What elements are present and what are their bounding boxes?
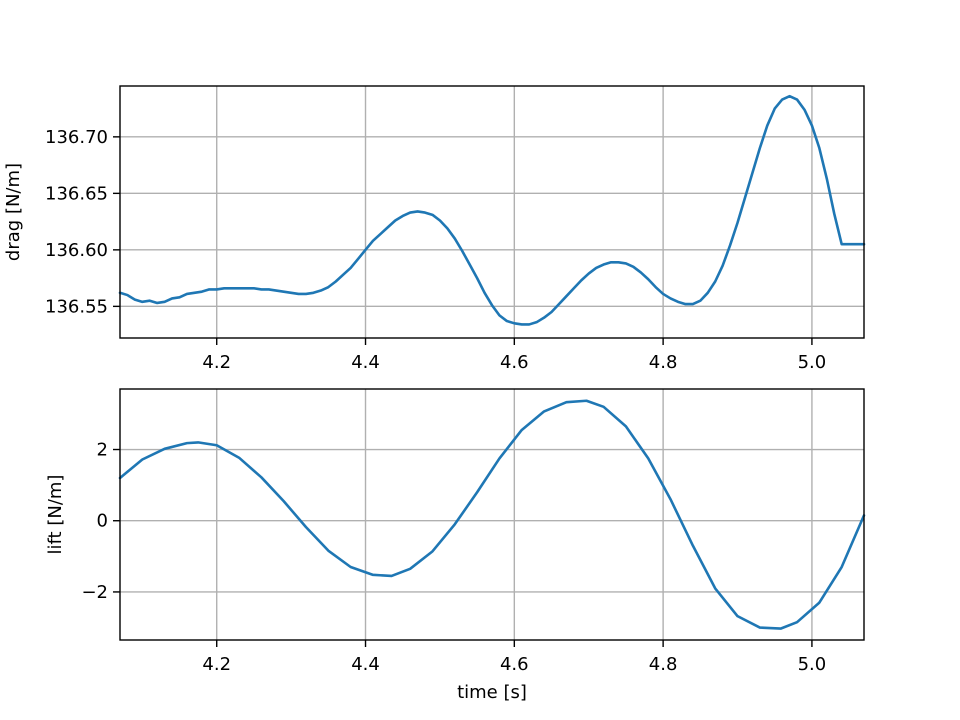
lift-xtick-label: 5.0 bbox=[798, 654, 827, 675]
drag-ytick-label: 136.70 bbox=[45, 127, 108, 148]
drag-series-line bbox=[118, 94, 866, 326]
drag-plot: 4.2 4.4 4.6 4.8 5.0 136.55 136.60 136.65 136.70 d… bbox=[3, 85, 866, 373]
lift-xtick-label: 4.6 bbox=[500, 654, 529, 675]
lift-ytick-label: 0 bbox=[97, 511, 108, 532]
lift-xtick-label: 4.4 bbox=[351, 654, 380, 675]
drag-ylabel: drag [N/m] bbox=[3, 163, 24, 261]
lift-ylabel: lift [N/m] bbox=[45, 475, 66, 555]
lift-plot: 4.2 4.4 4.6 4.8 5.0 −2 0 2 lift [N/m] time [s] bbox=[45, 388, 866, 703]
drag-xtick-label: 4.6 bbox=[500, 352, 529, 373]
lift-series-line bbox=[118, 399, 866, 630]
lift-ytick-label: −2 bbox=[81, 582, 108, 603]
drag-ytick-label: 136.60 bbox=[45, 240, 108, 261]
lift-xlabel: time [s] bbox=[457, 682, 527, 703]
drag-xtick-label: 4.2 bbox=[202, 352, 231, 373]
lift-xtick-label: 4.2 bbox=[202, 654, 231, 675]
drag-ytick-label: 136.65 bbox=[45, 183, 108, 204]
lift-ytick-label: 2 bbox=[97, 440, 108, 461]
drag-xtick-label: 5.0 bbox=[798, 352, 827, 373]
lift-axes-frame bbox=[119, 388, 865, 641]
drag-xtick-label: 4.4 bbox=[351, 352, 380, 373]
drag-ytick-label: 136.55 bbox=[45, 296, 108, 317]
drag-xtick-label: 4.8 bbox=[649, 352, 678, 373]
lift-xtick-label: 4.8 bbox=[649, 654, 678, 675]
drag-axes-frame bbox=[119, 85, 865, 339]
